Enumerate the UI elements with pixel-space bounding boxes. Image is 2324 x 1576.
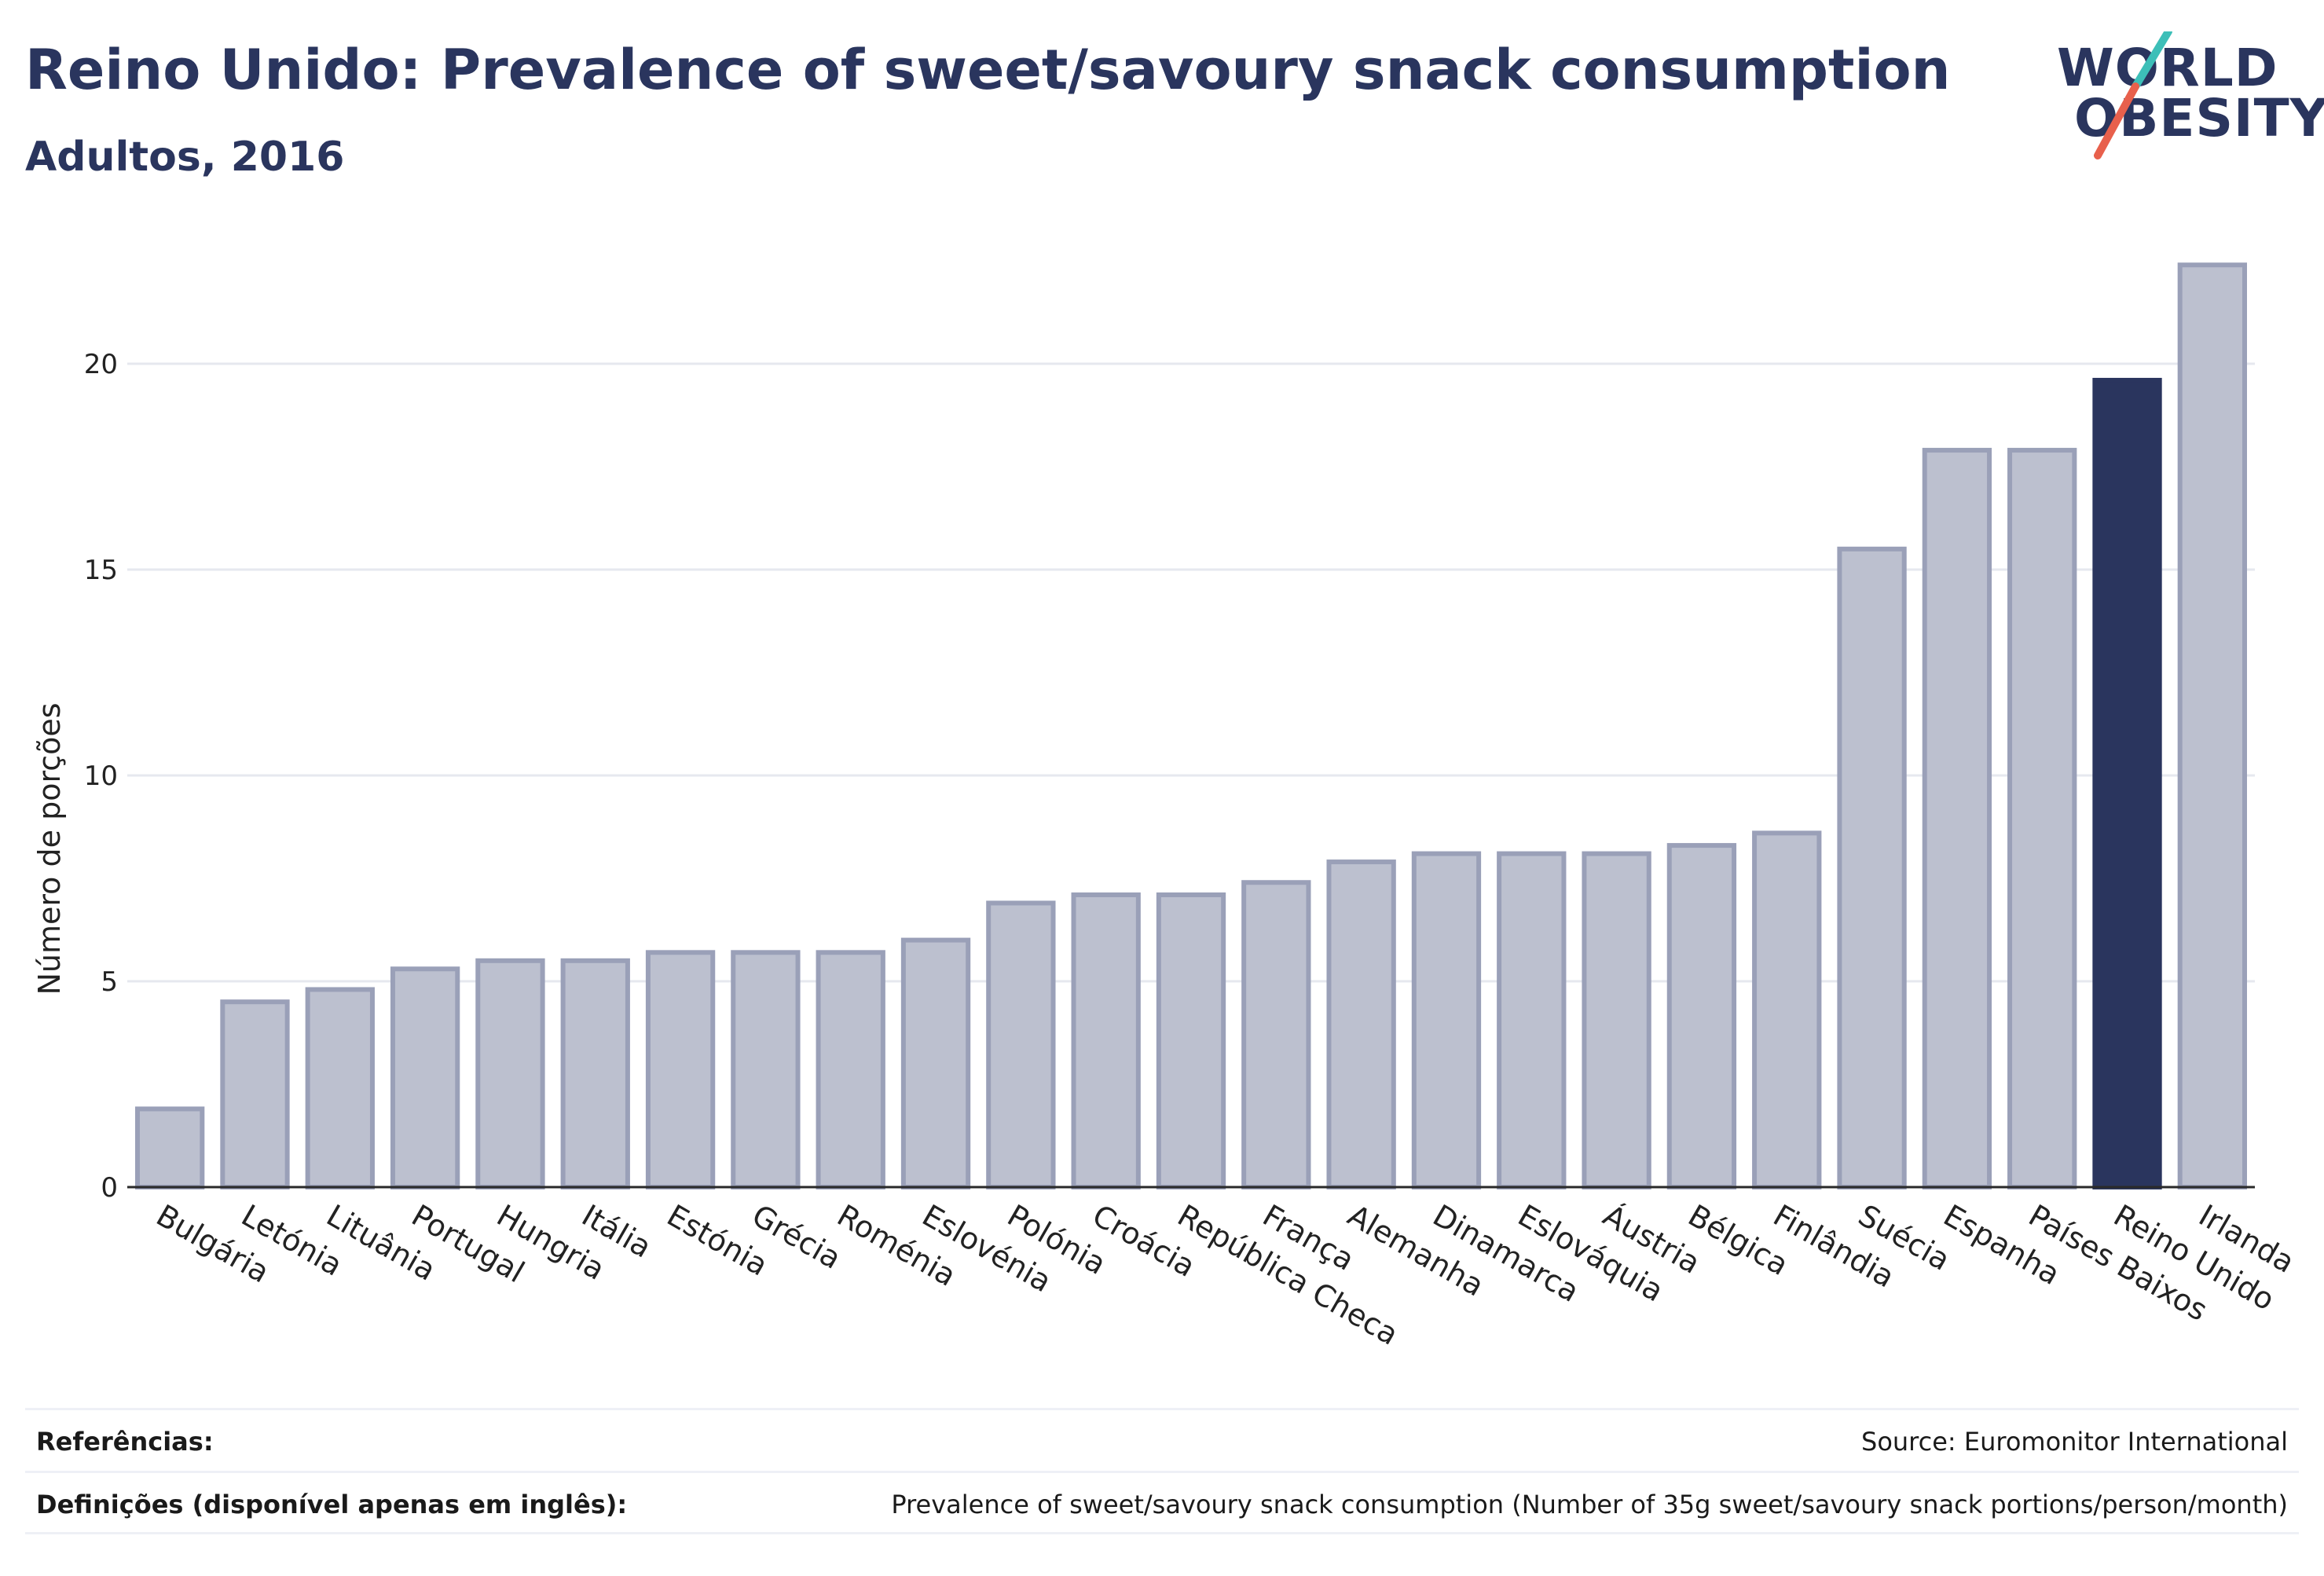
y-tick-label: 10	[84, 761, 118, 792]
definitions-value: Prevalence of sweet/savoury snack consum…	[891, 1490, 2288, 1519]
y-tick-label: 0	[101, 1172, 118, 1204]
chart-subtitle: Adultos, 2016	[25, 134, 345, 181]
bar-letónia	[220, 999, 290, 1189]
bar-roménia	[816, 950, 885, 1189]
references-value: Source: Euromonitor International	[1861, 1427, 2288, 1457]
bar-portugal	[390, 966, 460, 1190]
bar-alemanha	[1326, 859, 1396, 1190]
bar-grécia	[731, 950, 801, 1189]
bar-república-checa	[1156, 892, 1226, 1189]
footer-divider	[25, 1532, 2299, 1534]
y-tick-label: 15	[84, 555, 118, 586]
bar-áustria	[1582, 851, 1651, 1190]
bar-hungria	[475, 958, 545, 1190]
definitions-row: Definições (disponível apenas em inglês)…	[25, 1471, 2299, 1536]
y-tick-label: 5	[101, 966, 118, 998]
bar-bélgica	[1666, 843, 1737, 1189]
logo-slash-icon	[2094, 31, 2172, 159]
bar-frança	[1241, 880, 1311, 1189]
chart-title: Reino Unido: Prevalence of sweet/savoury…	[25, 38, 1951, 102]
y-tick-label: 20	[84, 349, 118, 380]
bar-reino-unido	[2092, 377, 2162, 1190]
bar-polónia	[986, 900, 1056, 1189]
references-row: Referências: Source: Euromonitor Interna…	[25, 1408, 2299, 1473]
world-obesity-logo: WORLD OBESITY	[2043, 31, 2324, 173]
bar-croácia	[1071, 892, 1141, 1189]
bar-irlanda	[2177, 262, 2248, 1189]
bar-países-baixos	[2007, 448, 2077, 1189]
references-label: Referências:	[36, 1427, 214, 1457]
logo-line-1: WORLD	[2057, 38, 2278, 98]
bar-lituânia	[305, 987, 375, 1189]
bar-suécia	[1837, 546, 1907, 1189]
bar-eslovénia	[900, 937, 971, 1189]
bar-eslováquia	[1497, 851, 1567, 1190]
bar-itália	[560, 958, 630, 1190]
bar-espanha	[1922, 448, 1992, 1189]
bar-finlândia	[1752, 830, 1822, 1189]
bar-bulgária	[134, 1106, 205, 1189]
definitions-label: Definições (disponível apenas em inglês)…	[36, 1490, 628, 1519]
y-axis-label: Número de porções	[32, 702, 67, 995]
bar-dinamarca	[1411, 851, 1482, 1190]
bar-estónia	[645, 950, 716, 1189]
